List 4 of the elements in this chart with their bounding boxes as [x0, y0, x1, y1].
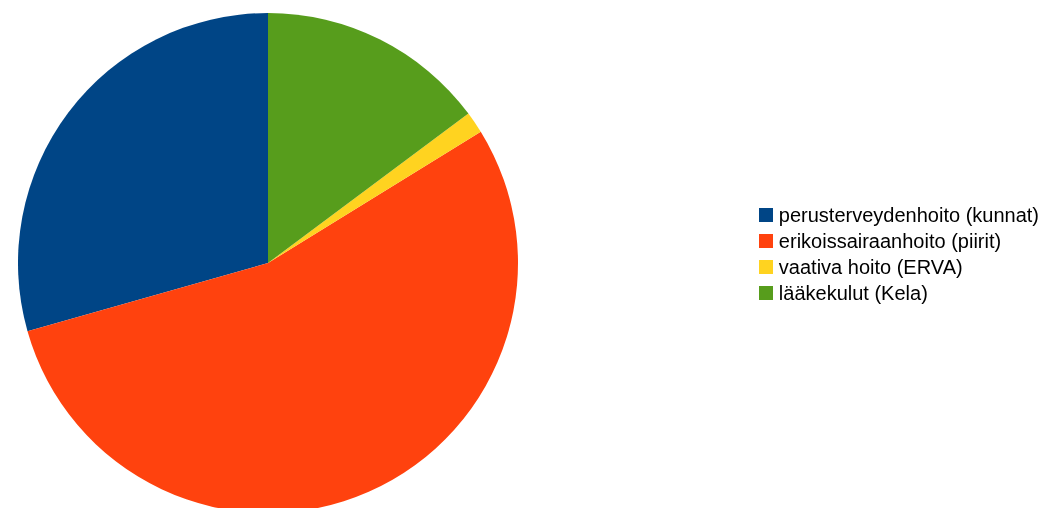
legend-label: vaativa hoito (ERVA)	[778, 255, 963, 280]
legend-label: lääkekulut (Kela)	[778, 281, 928, 306]
legend-label: erikoissairaanhoito (piirit)	[778, 229, 1002, 254]
legend-label: perusterveydenhoito (kunnat)	[778, 203, 1039, 228]
